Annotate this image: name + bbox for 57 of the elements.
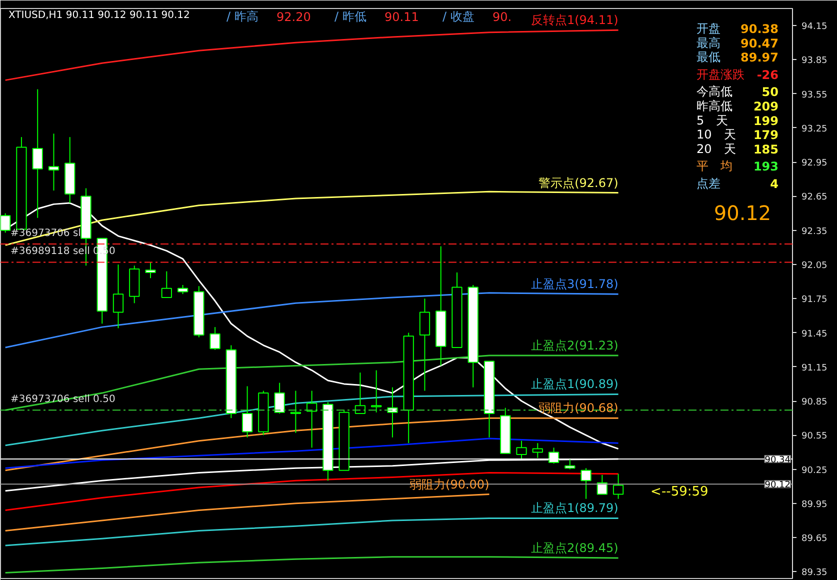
text: 89.97: [740, 50, 779, 65]
text: 5 天: [696, 113, 728, 128]
series-label: 警示点(92.67): [538, 176, 618, 190]
y-tick-label: 90.85: [802, 398, 828, 408]
text: 最低: [696, 50, 720, 64]
text: 4: [770, 177, 779, 191]
text: 平 均: [696, 159, 732, 174]
text: 90.12: [714, 201, 772, 225]
text: 193: [753, 160, 779, 174]
text: -26: [756, 68, 779, 82]
text: 10 天: [696, 128, 736, 142]
y-tick-label: 93.85: [802, 56, 828, 66]
y-tick-label: 91.75: [802, 295, 828, 306]
y-tick-label: 92.35: [802, 226, 828, 237]
y-tick-label: 90.25: [802, 466, 828, 476]
y-tick-label: 93.25: [802, 124, 828, 134]
text: 90.38: [740, 22, 779, 36]
annotation: / 昨高: [226, 10, 258, 24]
y-tick-label: 92.65: [802, 192, 828, 203]
text: 199: [753, 114, 779, 128]
annotation: 90.11: [384, 10, 419, 24]
text: 179: [753, 128, 779, 142]
text: 50: [762, 85, 779, 100]
series-label: 止盈点2(89.45): [530, 541, 618, 556]
y-tick-label: 94.15: [802, 22, 828, 32]
text: 开盘: [696, 22, 720, 36]
series-label: 止盈点1(89.79): [530, 501, 618, 516]
text: 开盘涨跌: [696, 67, 744, 82]
text: 185: [753, 142, 779, 156]
chart-title: XTIUSD,H1 90.11 90.12 90.11 90.12: [8, 10, 190, 21]
annotation: <--59:59: [650, 484, 708, 500]
series-label: 反转点1(94.11): [530, 13, 618, 28]
series-label: 止盈点2(91.23): [530, 338, 618, 353]
ref-line-label: 90.34: [764, 456, 791, 466]
text: 点差: [696, 176, 720, 190]
y-tick-label: 93.55: [802, 90, 828, 100]
ref-line-label: 90.12: [764, 480, 790, 491]
y-tick-label: 89.65: [802, 534, 828, 544]
y-tick-label: 92.95: [802, 158, 828, 169]
y-tick-label: 89.35: [802, 568, 828, 578]
text: 209: [753, 100, 779, 114]
annotation: 92.20: [276, 10, 311, 24]
y-tick-label: 89.95: [802, 500, 828, 510]
annotation: 90.: [492, 10, 512, 24]
text: 昨高低: [696, 99, 732, 113]
text: 最高: [696, 36, 720, 50]
series-label: 止盈点1(90.89): [530, 377, 618, 392]
annotation: / 昨低: [334, 10, 366, 24]
text: 20 天: [696, 142, 736, 156]
text: 今高低: [696, 84, 732, 99]
y-tick-label: 92.05: [802, 260, 828, 271]
y-tick-label: 90.55: [802, 432, 828, 442]
annotation: / 收盘: [442, 10, 474, 24]
series-label: 止盈点3(91.78): [530, 277, 618, 292]
text: 90.47: [740, 36, 779, 50]
y-tick-label: 91.45: [802, 329, 828, 340]
y-tick-label: 91.15: [802, 363, 828, 374]
